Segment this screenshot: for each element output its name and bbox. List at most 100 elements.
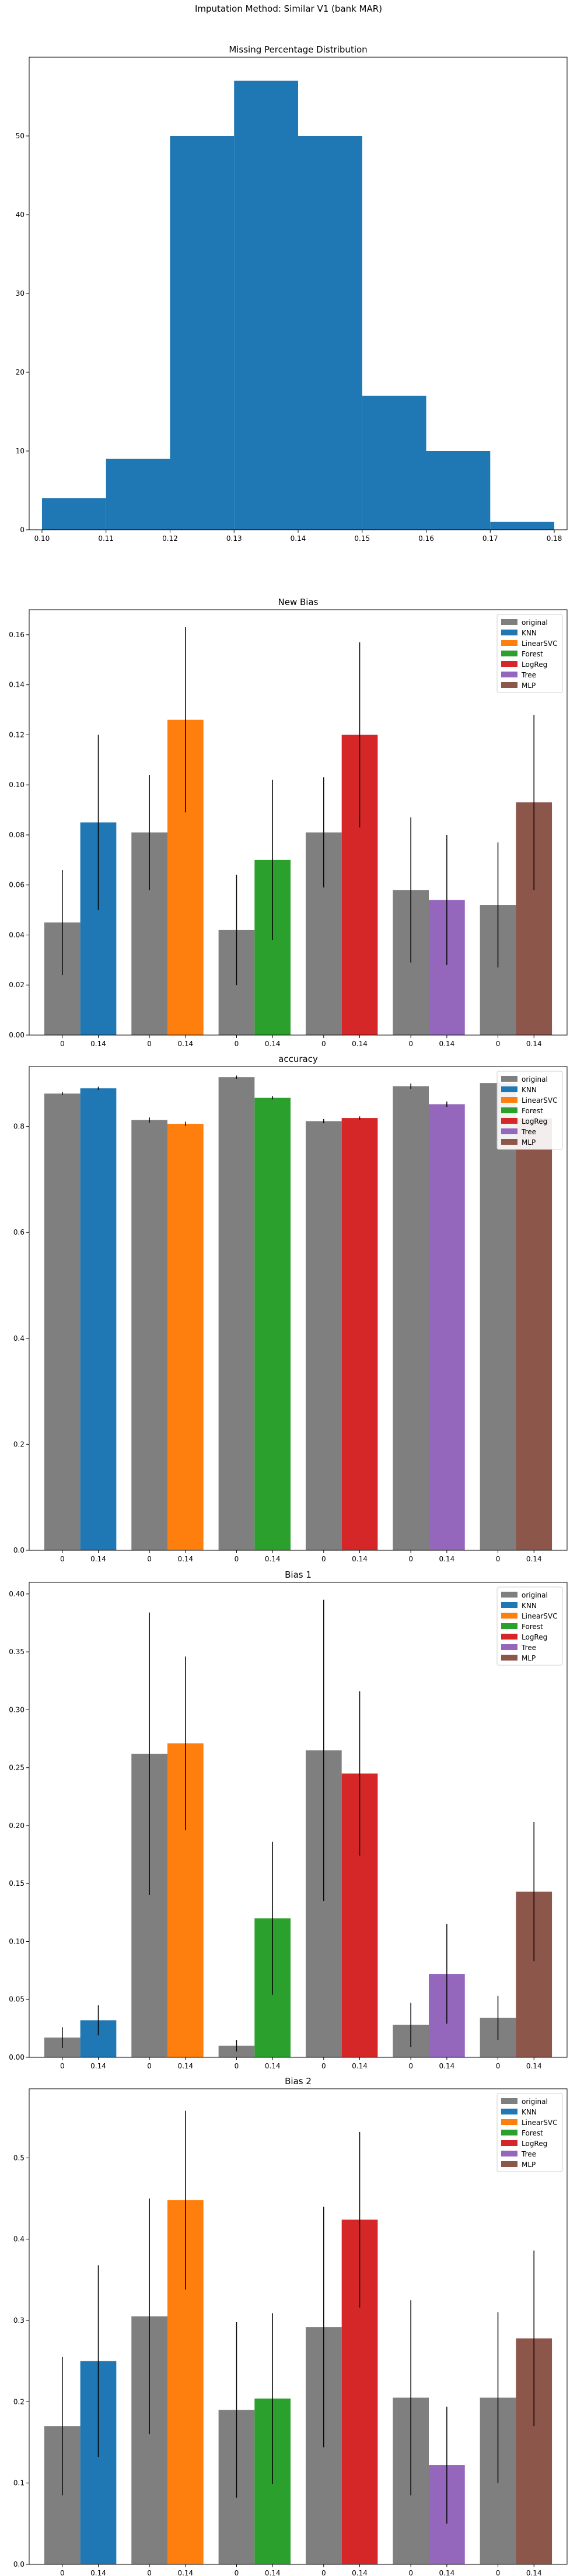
legend-label: Tree [521, 1644, 536, 1652]
y-tick-label: 10 [16, 447, 25, 455]
x-tick-label: 0.13 [226, 534, 242, 543]
x-tick-label: 0.14 [90, 1040, 106, 1048]
y-tick-label: 0.10 [9, 1937, 25, 1945]
legend-swatch [501, 1139, 517, 1145]
x-tick-label: 0 [147, 1555, 152, 1563]
chart-title: New Bias [278, 597, 319, 607]
x-tick-label: 0 [496, 2569, 501, 2576]
hist-bar [42, 498, 106, 530]
legend-swatch [501, 1097, 517, 1103]
x-tick-label: 0 [408, 1555, 413, 1563]
y-tick-label: 0.02 [9, 981, 25, 989]
y-tick-label: 0.06 [9, 881, 25, 889]
legend-label: LinearSVC [522, 1612, 558, 1620]
x-tick-label: 0 [321, 2569, 326, 2576]
legend-swatch [501, 672, 517, 677]
x-tick-label: 0 [147, 1040, 152, 1048]
legend-swatch [501, 661, 517, 667]
legend: original KNN LinearSVC Forest LogReg Tree MLP [497, 1071, 562, 1149]
legend-swatch [501, 2130, 517, 2135]
x-tick-label: 0.11 [98, 534, 114, 543]
y-tick-label: 0.3 [13, 2316, 25, 2325]
y-tick-label: 0.5 [13, 2154, 25, 2162]
x-tick-label: 0.14 [526, 1555, 542, 1563]
legend-swatch [501, 2161, 517, 2167]
x-tick-label: 0.14 [265, 1555, 281, 1563]
legend-swatch [501, 1128, 517, 1134]
hist-bar [170, 136, 234, 530]
legend-label: original [522, 1591, 548, 1599]
x-tick-label: 0.15 [354, 534, 370, 543]
bar-original [131, 1120, 167, 1550]
legend-label: Forest [522, 1107, 543, 1115]
legend-swatch [501, 1613, 517, 1619]
y-tick-label: 0.35 [9, 1648, 25, 1656]
x-tick-label: 0.14 [352, 1040, 368, 1048]
legend-label: LogReg [522, 2140, 547, 2148]
legend-label: Forest [522, 1623, 543, 1631]
x-tick-label: 0.14 [526, 2569, 542, 2576]
legend-swatch [501, 630, 517, 635]
x-tick-label: 0 [235, 1040, 239, 1048]
x-tick-label: 0.14 [90, 2569, 106, 2576]
x-tick-label: 0 [147, 2569, 152, 2576]
legend: original KNN LinearSVC Forest LogReg Tree MLP [497, 2093, 562, 2172]
legend-swatch [501, 2098, 517, 2104]
legend-swatch [501, 1634, 517, 1640]
y-tick-label: 20 [16, 368, 25, 376]
legend-label: LinearSVC [522, 639, 558, 648]
legend-label: Tree [521, 671, 536, 679]
y-tick-label: 0.15 [9, 1879, 25, 1888]
x-tick-label: 0 [60, 2569, 65, 2576]
legend-swatch [501, 1623, 517, 1629]
legend-swatch [501, 640, 517, 646]
figure-title: Imputation Method: Similar V1 (bank MAR) [195, 4, 382, 14]
legend-label: Forest [522, 650, 543, 658]
x-tick-label: 0 [321, 2062, 326, 2070]
y-tick-label: 0 [20, 526, 25, 534]
legend-swatch [501, 1602, 517, 1608]
legend-label: original [522, 1075, 548, 1083]
y-tick-label: 0.1 [13, 2479, 25, 2487]
legend-label: LinearSVC [522, 2119, 558, 2127]
y-tick-label: 0.08 [9, 831, 25, 839]
legend-swatch [501, 2109, 517, 2114]
x-tick-label: 0 [235, 2569, 239, 2576]
y-tick-label: 0.00 [9, 2053, 25, 2061]
y-tick-label: 0.30 [9, 1705, 25, 1714]
x-tick-label: 0 [496, 1040, 501, 1048]
legend-label: MLP [522, 2161, 536, 2169]
panel-2: accuracy0.00.20.40.60.80 0.14 0 0.14 0 0.14 0 0… [13, 1054, 567, 1563]
hist-bar [426, 451, 491, 530]
bar-linearsvc [167, 1124, 204, 1550]
legend-label: LogReg [522, 1117, 547, 1126]
legend-label: LinearSVC [522, 1096, 558, 1105]
legend-label: LogReg [522, 660, 547, 669]
y-tick-label: 0.25 [9, 1764, 25, 1772]
legend-swatch [501, 2151, 517, 2156]
y-tick-label: 0.0 [13, 2560, 25, 2568]
x-tick-label: 0.14 [177, 2569, 193, 2576]
x-tick-label: 0.14 [177, 2062, 193, 2070]
legend-swatch [501, 1076, 517, 1082]
chart-title: accuracy [278, 1054, 318, 1064]
x-tick-label: 0.18 [547, 534, 562, 543]
x-tick-label: 0.16 [418, 534, 434, 543]
y-tick-label: 40 [16, 211, 25, 219]
x-tick-label: 0.14 [352, 1555, 368, 1563]
legend-label: MLP [522, 1138, 536, 1147]
y-tick-label: 0.12 [9, 730, 25, 739]
legend-swatch [501, 682, 517, 688]
x-tick-label: 0.10 [34, 534, 50, 543]
chart-title: Missing Percentage Distribution [229, 44, 367, 55]
x-tick-label: 0 [235, 1555, 239, 1563]
x-tick-label: 0.14 [177, 1040, 193, 1048]
legend-swatch [501, 651, 517, 656]
legend-swatch [501, 2119, 517, 2125]
x-tick-label: 0 [60, 2062, 65, 2070]
x-tick-label: 0.14 [265, 2062, 281, 2070]
legend-swatch [501, 1107, 517, 1113]
legend: original KNN LinearSVC Forest LogReg Tree MLP [497, 1587, 562, 1665]
x-tick-label: 0 [408, 2569, 413, 2576]
